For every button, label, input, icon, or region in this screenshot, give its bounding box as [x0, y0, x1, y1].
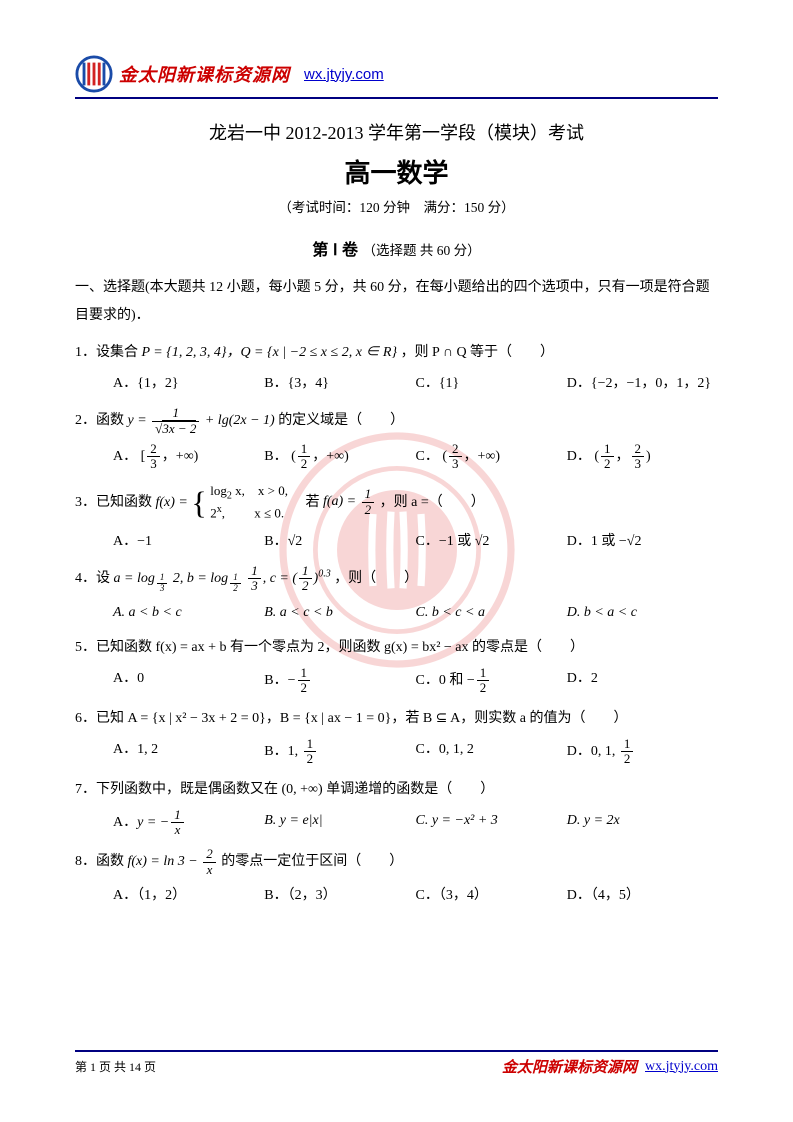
q4-opt-c: C. b < c < a: [416, 600, 567, 625]
footer-brand: 金太阳新课标资源网: [502, 1056, 637, 1077]
question-7: 7．下列函数中，既是偶函数又在 (0, +∞) 单调递增的函数是（ ） A．y …: [75, 777, 718, 838]
section-sub: （选择题 共 60 分）: [362, 243, 480, 258]
footer-url-link[interactable]: wx.jtyjy.com: [645, 1059, 718, 1075]
question-6: 6．已知 A = {x | x² − 3x + 2 = 0}，B = {x | …: [75, 706, 718, 767]
q6-opt-b: B．1, 12: [264, 737, 415, 767]
q1-opt-c: C．{1}: [416, 371, 567, 396]
q8-opt-c: C．（3，4）: [416, 883, 567, 908]
q5-opt-a: A．0: [113, 666, 264, 696]
q8-opt-b: B．（2，3）: [264, 883, 415, 908]
q2-stem-suffix: 的定义域是（ ）: [278, 413, 404, 428]
q5-opt-c: C．0 和 −12: [416, 666, 567, 696]
q2-opt-c: C． (23，+∞): [416, 442, 567, 472]
q6-stem: 6．已知 A = {x | x² − 3x + 2 = 0}，B = {x | …: [75, 711, 627, 726]
q3-piecewise: log2 x, x > 0, 2x, x ≤ 0.: [210, 482, 288, 523]
section-title: 第 Ⅰ 卷 （选择题 共 60 分）: [75, 236, 718, 260]
q7-opt-c: C. y = −x² + 3: [416, 808, 567, 838]
q1-opt-d: D．{−2，−1，0，1，2}: [567, 371, 718, 396]
q3-func: f(x) =: [156, 494, 192, 509]
exam-title: 龙岩一中 2012-2013 学年第一学段（模块）考试: [75, 119, 718, 145]
q7-stem: 7．下列函数中，既是偶函数又在 (0, +∞) 单调递增的函数是（ ）: [75, 782, 494, 797]
q1-stem-suffix: ，则 P ∩ Q 等于（ ）: [401, 345, 555, 360]
q3-mid: 若: [305, 494, 323, 509]
q4-opt-a: A. a < b < c: [113, 600, 264, 625]
q2-func: y = 1√3x − 2 + lg(2x − 1): [128, 413, 279, 428]
question-4: 4．设 a = log13 2, b = log12 13, c = (12)0…: [75, 564, 718, 625]
q7-opt-a: A．y = −1x: [113, 808, 264, 838]
q3-opt-c: C．−1 或 √2: [416, 529, 567, 554]
q7-opt-b: B. y = e|x|: [264, 808, 415, 838]
q6-opt-d: D．0, 1, 12: [567, 737, 718, 767]
q8-opt-a: A．（1，2）: [113, 883, 264, 908]
q3-stem-suffix: ，则 a =（ ）: [380, 494, 485, 509]
q3-opt-a: A．−1: [113, 529, 264, 554]
question-1: 1．设集合 P = {1, 2, 3, 4}，Q = {x | −2 ≤ x ≤…: [75, 340, 718, 396]
q1-stem-prefix: 1．设集合: [75, 345, 142, 360]
exam-info: （考试时间：120 分钟 满分：150 分）: [75, 196, 718, 216]
question-3: 3．已知函数 f(x) = { log2 x, x > 0, 2x, x ≤ 0…: [75, 482, 718, 554]
q7-opt-d: D. y = 2x: [567, 808, 718, 838]
q1-opt-a: A．{1，2}: [113, 371, 264, 396]
question-5: 5．已知函数 f(x) = ax + b 有一个零点为 2，则函数 g(x) =…: [75, 635, 718, 696]
section-label: 第 Ⅰ 卷: [312, 242, 358, 259]
footer-page-number: 第 1 页 共 14 页: [75, 1058, 156, 1075]
header-bar: 金太阳新课标资源网 wx.jtyjy.com: [75, 55, 718, 99]
q6-opt-a: A．1, 2: [113, 737, 264, 767]
q3-stem: 3．已知函数: [75, 494, 156, 509]
question-8: 8．函数 f(x) = ln 3 − 2x 的零点一定位于区间（ ） A．（1，…: [75, 847, 718, 908]
q8-func: f(x) = ln 3 − 2x: [128, 854, 218, 869]
q4-opt-d: D. b < a < c: [567, 600, 718, 625]
q3-opt-b: B．√2: [264, 529, 415, 554]
header-brand-text: 金太阳新课标资源网: [119, 61, 290, 87]
q4-stem: 4．设: [75, 571, 114, 586]
question-2: 2．函数 y = 1√3x − 2 + lg(2x − 1) 的定义域是（ ） …: [75, 406, 718, 471]
q4-stem-suffix: ，则（ ）: [334, 571, 418, 586]
q2-stem: 2．函数: [75, 413, 128, 428]
q1-math: P = {1, 2, 3, 4}，Q = {x | −2 ≤ x ≤ 2, x …: [142, 345, 398, 360]
section-instructions: 一、选择题(本大题共 12 小题，每小题 5 分，共 60 分，在每小题给出的四…: [75, 274, 718, 330]
q6-opt-c: C．0, 1, 2: [416, 737, 567, 767]
q3-opt-d: D．1 或 −√2: [567, 529, 718, 554]
q4-math: a = log13 2, b = log12 13, c = (12)0.3: [114, 571, 335, 586]
q4-opt-b: B. a < c < b: [264, 600, 415, 625]
exam-subject: 高一数学: [75, 153, 718, 190]
q5-stem: 5．已知函数 f(x) = ax + b 有一个零点为 2，则函数 g(x) =…: [75, 640, 584, 655]
q8-opt-d: D．（4，5）: [567, 883, 718, 908]
brand-logo-icon: [75, 55, 113, 93]
q2-opt-d: D． (12，23): [567, 442, 718, 472]
q2-opt-b: B． (12，+∞): [264, 442, 415, 472]
q8-stem-suffix: 的零点一定位于区间（ ）: [221, 854, 403, 869]
q8-stem: 8．函数: [75, 854, 128, 869]
q5-opt-b: B．−12: [264, 666, 415, 696]
page-footer: 第 1 页 共 14 页 金太阳新课标资源网 wx.jtyjy.com: [75, 1050, 718, 1077]
q2-opt-a: A． [23，+∞): [113, 442, 264, 472]
q5-opt-d: D．2: [567, 666, 718, 696]
header-url-link[interactable]: wx.jtyjy.com: [304, 66, 384, 83]
q1-opt-b: B．{3，4}: [264, 371, 415, 396]
